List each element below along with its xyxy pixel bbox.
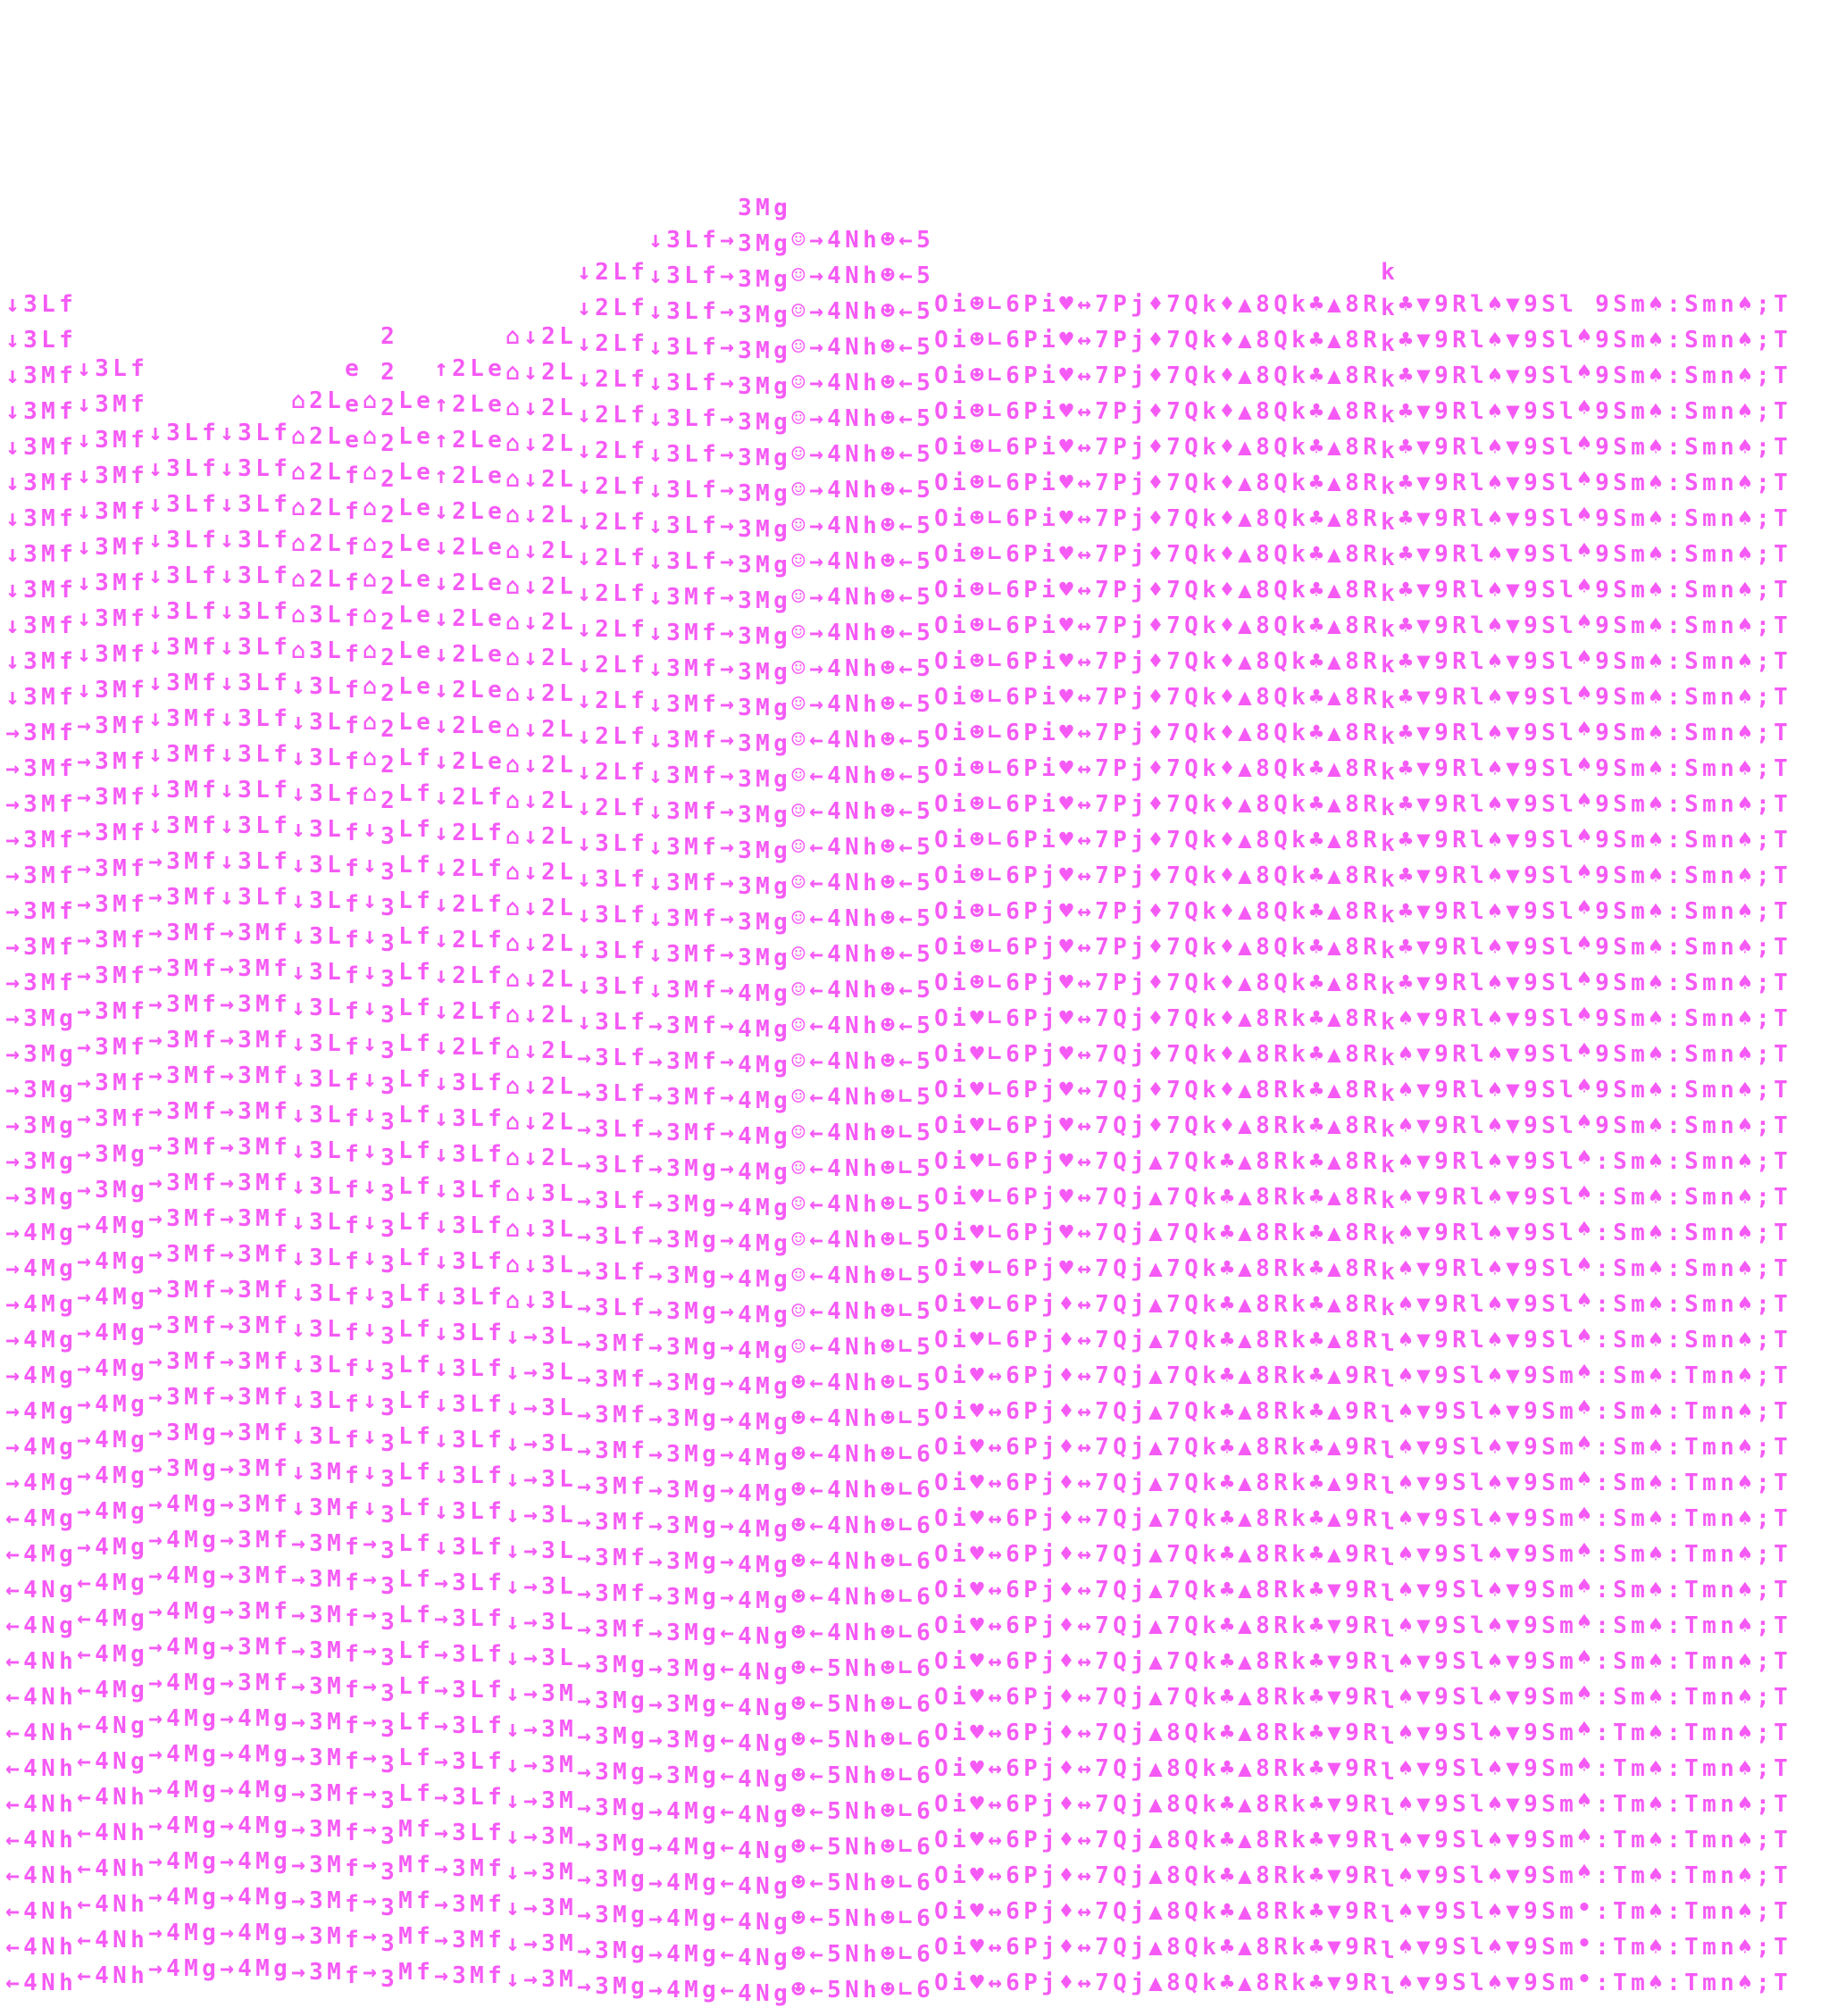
glyph-column: TTTTTTTTTTTTTTTTTTTTTTTTTTTTTTTTTTTTTTTT… xyxy=(1767,291,1794,2005)
page: ↓↓↓↓↓↓↓↓↓↓↓↓→→→→→→→→→→→→→→→→→→→→→→←←←←←←… xyxy=(0,195,1794,2016)
